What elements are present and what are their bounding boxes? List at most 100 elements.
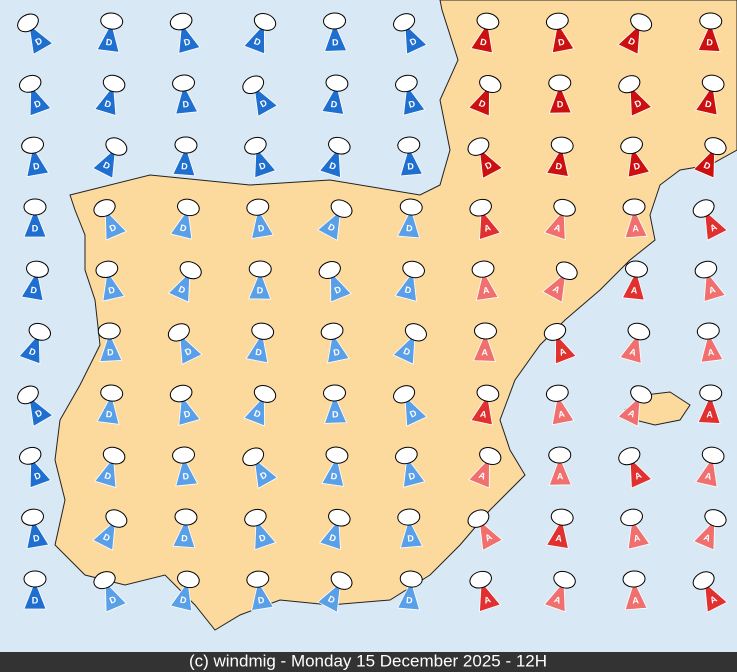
wind-symbol: A — [472, 322, 497, 362]
wind-letter: D — [555, 161, 563, 172]
wind-letter: D — [328, 160, 338, 172]
wind-station — [618, 447, 641, 466]
wind-letter: D — [183, 345, 194, 357]
wind-arrow — [248, 269, 272, 300]
wind-station — [169, 384, 193, 403]
wind-symbol: D — [245, 322, 275, 364]
wind-arrow — [399, 145, 423, 177]
wind-station — [467, 509, 490, 528]
wind-arrow — [102, 270, 125, 302]
wind-station — [467, 137, 490, 156]
wind-letter: D — [253, 36, 263, 48]
wind-symbol: D — [94, 74, 126, 117]
wind-arrow — [629, 457, 653, 489]
wind-symbol: A — [622, 570, 648, 611]
wind-arrow — [617, 23, 641, 55]
wind-station — [550, 508, 574, 526]
wind-letter: D — [477, 98, 487, 110]
wind-letter: A — [632, 595, 640, 605]
wind-symbol: D — [169, 198, 200, 240]
wind-symbol: D — [172, 74, 199, 115]
wind-station — [100, 12, 124, 30]
wind-arrow — [23, 207, 47, 238]
wind-symbol: D — [320, 322, 350, 364]
wind-letter: D — [258, 160, 268, 172]
wind-station — [399, 570, 423, 588]
wind-letter: D — [181, 533, 189, 543]
wind-station — [550, 136, 574, 154]
wind-arrow — [96, 394, 120, 425]
wind-letter: A — [630, 285, 638, 296]
wind-symbol: D — [23, 570, 47, 610]
wind-letter: D — [632, 160, 641, 171]
wind-station — [548, 74, 572, 92]
wind-arrow — [704, 209, 728, 241]
wind-arrow — [327, 332, 350, 364]
wind-arrow — [704, 581, 728, 613]
wind-letter: D — [332, 37, 339, 47]
wind-arrow — [243, 22, 265, 55]
wind-letter: D — [101, 160, 112, 172]
wind-station — [545, 12, 569, 30]
wind-letter: D — [258, 469, 269, 481]
wind-arrow — [178, 22, 201, 54]
wind-symbol: D — [695, 74, 725, 116]
wind-station — [395, 74, 418, 93]
wind-arrow — [175, 455, 199, 487]
wind-symbol: A — [696, 322, 724, 363]
wind-letter: A — [633, 470, 643, 482]
wind-arrow — [178, 394, 201, 426]
wind-station — [696, 322, 720, 340]
wind-station — [174, 136, 198, 154]
wind-symbol: A — [469, 198, 502, 241]
wind-letter: D — [32, 533, 41, 544]
wind-arrow — [470, 394, 493, 426]
wind-letter: A — [482, 285, 490, 296]
wind-symbol: D — [172, 136, 198, 177]
wind-arrow — [692, 146, 716, 179]
wind-station — [328, 136, 351, 155]
wind-symbol: D — [17, 385, 54, 427]
wind-letter: D — [557, 99, 564, 109]
wind-symbol: D — [321, 446, 349, 487]
wind-arrow — [551, 394, 575, 426]
wind-letter: D — [258, 97, 269, 109]
wind-letter: D — [108, 222, 118, 234]
wind-station — [23, 198, 47, 216]
wind-letter: D — [33, 98, 43, 110]
wind-arrow — [624, 207, 648, 239]
wind-letter: D — [332, 347, 341, 358]
wind-arrow — [475, 270, 499, 301]
wind-station — [622, 198, 646, 216]
wind-letter: A — [708, 593, 719, 605]
wind-letter: D — [479, 37, 488, 48]
wind-arrow — [479, 580, 502, 613]
wind-station — [545, 384, 569, 402]
wind-symbol: A — [620, 508, 651, 550]
wind-letter: D — [407, 98, 416, 109]
wind-letter: D — [326, 594, 337, 606]
wind-symbol: D — [321, 74, 349, 115]
wind-station — [172, 446, 196, 464]
wind-symbol: D — [545, 136, 574, 178]
wind-station — [244, 508, 267, 527]
wind-station — [330, 571, 353, 590]
wind-arrow — [167, 271, 191, 303]
wind-letter: D — [103, 470, 113, 482]
wind-arrow — [253, 457, 279, 489]
wind-station — [100, 384, 124, 402]
wind-letter: A — [555, 533, 563, 544]
wind-letter: D — [328, 532, 338, 544]
wind-station — [169, 12, 193, 31]
wind-arrow — [627, 146, 651, 178]
wind-station — [242, 75, 265, 95]
wind-arrow — [251, 208, 275, 240]
wind-symbol: D — [242, 75, 279, 117]
wind-letter: D — [406, 595, 414, 606]
wind-symbol: A — [467, 509, 503, 551]
wind-letter: D — [253, 408, 263, 420]
wind-arrow — [468, 84, 490, 117]
wind-arrow — [26, 518, 50, 550]
wind-symbol: D — [323, 12, 348, 52]
wind-symbol: D — [468, 75, 502, 117]
